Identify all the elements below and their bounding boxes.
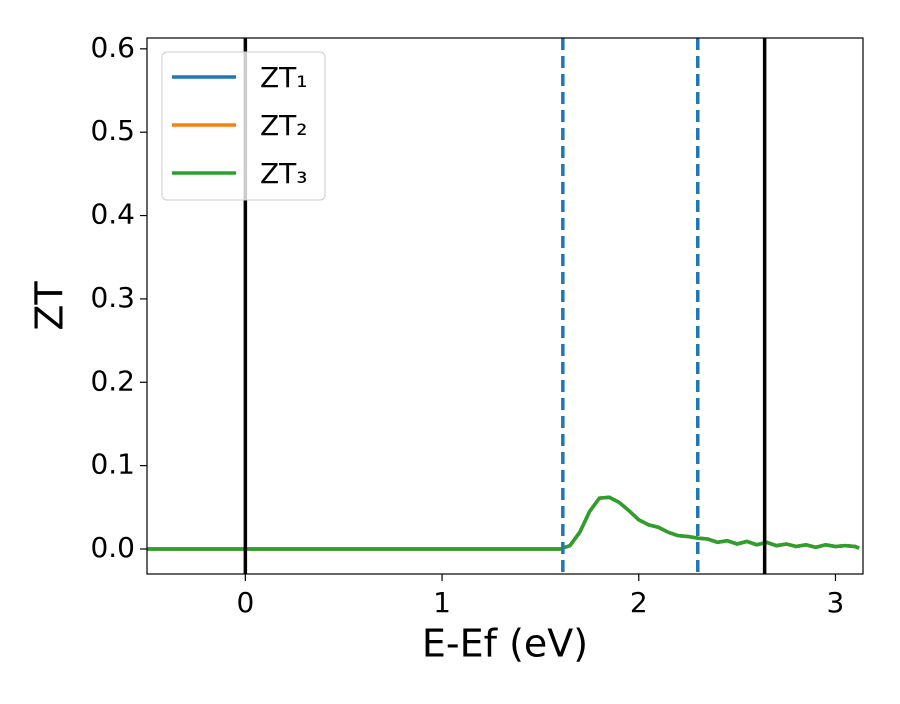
y-axis-label: ZT xyxy=(28,281,72,331)
y-tick-label: 0.2 xyxy=(90,364,135,397)
series-line xyxy=(147,495,860,551)
x-tick-label: 1 xyxy=(433,586,451,619)
y-tick-label: 0.0 xyxy=(90,531,135,564)
series-line xyxy=(147,495,860,551)
y-tick-label: 0.4 xyxy=(90,198,135,231)
x-axis-label: E-Ef (eV) xyxy=(422,622,588,666)
plot-frame xyxy=(146,37,864,575)
legend-label: ZT₁ xyxy=(260,61,308,94)
y-tick-label: 0.5 xyxy=(90,114,135,147)
x-tick-label: 0 xyxy=(236,586,254,619)
legend-label: ZT₂ xyxy=(260,109,308,142)
legend-box xyxy=(161,51,326,201)
y-tick-label: 0.3 xyxy=(90,281,135,314)
y-tick-label: 0.6 xyxy=(90,31,135,64)
series-line xyxy=(147,495,860,551)
legend-label: ZT₃ xyxy=(260,157,308,190)
y-tick-label: 0.1 xyxy=(90,448,135,481)
x-tick-label: 2 xyxy=(630,586,648,619)
x-tick-label: 3 xyxy=(827,586,845,619)
